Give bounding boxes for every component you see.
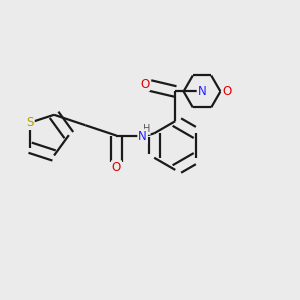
Text: S: S (26, 116, 34, 129)
Text: N: N (198, 85, 206, 98)
Text: O: O (222, 85, 232, 98)
Text: O: O (140, 77, 149, 91)
Text: O: O (112, 161, 121, 174)
Text: H: H (142, 124, 150, 134)
Text: N: N (138, 130, 147, 143)
